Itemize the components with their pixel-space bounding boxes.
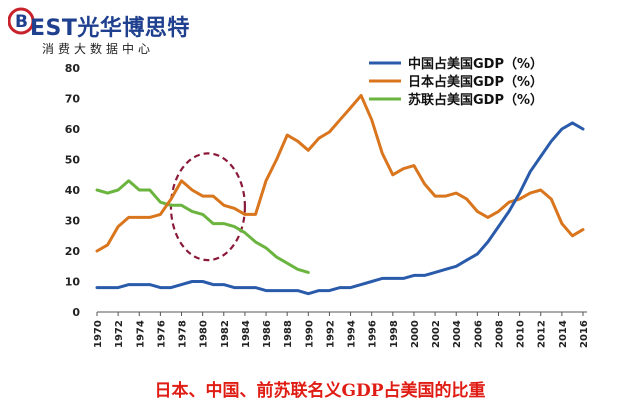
legend-label: 日本占美国GDP（%） — [408, 74, 543, 90]
x-tick-label: 1992 — [325, 320, 336, 348]
y-tick-label: 80 — [65, 62, 81, 75]
x-tick-label: 1978 — [178, 320, 189, 348]
brand-badge-icon: B — [8, 7, 35, 35]
y-tick-label: 20 — [65, 245, 81, 258]
x-tick-label: 1974 — [135, 320, 146, 348]
x-tick-label: 1990 — [304, 320, 315, 348]
x-tick-label: 1984 — [241, 320, 252, 348]
series-line-0 — [95, 121, 585, 296]
x-tick-label: 1980 — [199, 320, 210, 348]
x-tick-label: 1998 — [389, 320, 400, 348]
y-tick-label: 70 — [65, 93, 81, 106]
y-tick-label: 60 — [65, 123, 81, 136]
x-tick-label: 2016 — [579, 320, 590, 348]
y-tick-label: 0 — [72, 306, 80, 319]
series-line-2 — [95, 179, 310, 274]
x-tick-label: 1996 — [368, 320, 379, 348]
x-tick-label: 1982 — [220, 320, 231, 348]
chart-legend: 中国占美国GDP（%） 日本占美国GDP（%） 苏联占美国GDP（%） — [369, 56, 543, 108]
x-tick-label: 1972 — [114, 320, 125, 348]
legend-label: 中国占美国GDP（%） — [408, 56, 543, 72]
x-tick-label: 1976 — [156, 320, 167, 348]
legend-label: 苏联占美国GDP（%） — [408, 92, 543, 108]
x-tick-label: 1994 — [347, 320, 358, 348]
x-tick-label: 2000 — [410, 320, 421, 348]
brand-name: EST光华博思特 — [30, 16, 190, 41]
brand-badge-letter: B — [15, 12, 28, 32]
brand-subtitle: 消费大数据中心 — [42, 42, 155, 56]
x-tick-label: 2008 — [494, 320, 505, 348]
x-tick-label: 1970 — [93, 320, 104, 348]
x-tick-label: 2002 — [431, 320, 442, 348]
x-tick-label: 2012 — [537, 320, 548, 348]
chart-axes: 0 10 20 30 40 50 60 70 80 1970 1972 1974 1976 1978 198… — [65, 62, 590, 348]
y-tick-label: 50 — [65, 154, 81, 167]
x-tick-label: 2004 — [452, 320, 463, 348]
brand-logo: B EST光华博思特 消费大数据中心 — [8, 4, 228, 58]
y-tick-label: 40 — [65, 184, 81, 197]
x-tick-label: 1988 — [283, 320, 294, 348]
chart-caption: 日本、中国、前苏联名义GDP占美国的比重 — [154, 381, 486, 401]
x-tick-label: 1986 — [262, 320, 273, 348]
y-tick-label: 30 — [65, 215, 81, 228]
x-tick-label: 2010 — [516, 320, 527, 348]
x-tick-label: 2006 — [473, 320, 484, 348]
series-line-1 — [95, 94, 585, 253]
y-tick-label: 10 — [65, 276, 81, 289]
series-lines — [95, 94, 585, 296]
x-tick-label: 2014 — [558, 320, 569, 348]
